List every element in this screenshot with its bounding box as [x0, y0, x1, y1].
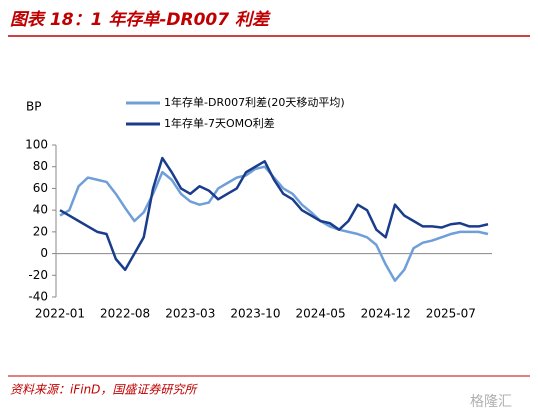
y-tick-label: 60 — [33, 181, 48, 195]
chart-title: 图表 18：1 年存单-DR007 利差 — [10, 10, 271, 30]
y-tick-label: 20 — [33, 224, 48, 238]
x-tick-label: 2024-12 — [361, 307, 411, 321]
x-tick-label: 2022-08 — [100, 307, 150, 321]
source: 资料来源：iFinD，国盛证券研究所 — [10, 383, 198, 397]
x-tick-label: 2025-07 — [426, 307, 476, 321]
x-tick-label: 2024-05 — [295, 307, 345, 321]
y-tick-label: -20 — [28, 268, 48, 282]
x-tick-label: 2022-01 — [35, 307, 85, 321]
legend-label: 1年存单-7天OMO利差 — [164, 116, 275, 130]
legend-label: 1年存单-DR007利差(20天移动平均) — [164, 95, 345, 109]
y-tick-label: 100 — [25, 138, 48, 152]
y-tick-label: 0 — [40, 246, 48, 260]
y-tick-label: 40 — [33, 203, 48, 217]
x-tick-label: 2023-03 — [165, 307, 215, 321]
x-tick-label: 2023-10 — [230, 307, 280, 321]
watermark: 格隆汇 — [470, 394, 512, 410]
y-tick-label: 80 — [33, 159, 48, 173]
y-tick-label: -40 — [28, 290, 48, 304]
series-line — [59, 156, 489, 272]
y-axis-label: BP — [26, 100, 41, 114]
series-line — [59, 165, 489, 282]
